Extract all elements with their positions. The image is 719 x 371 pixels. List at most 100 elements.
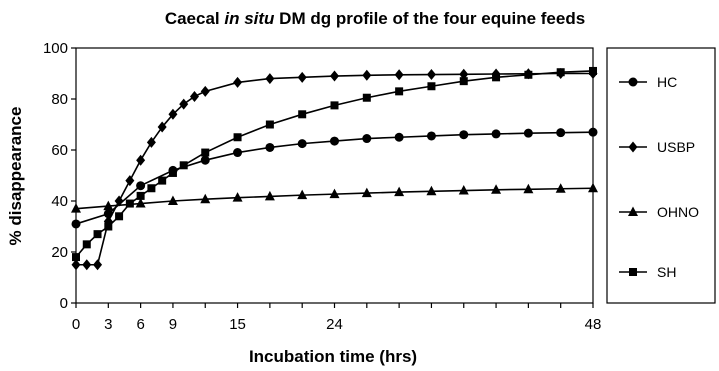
- data-point-usbp: [200, 85, 210, 97]
- legend: HC USBP OHNO SH: [619, 74, 699, 280]
- data-point-sh: [362, 93, 371, 102]
- data-point-usbp: [362, 69, 372, 81]
- data-point-ohno: [426, 185, 437, 196]
- legend-label: USBP: [657, 139, 695, 155]
- data-point-hc: [588, 127, 598, 137]
- y-tick-label: 80: [51, 91, 68, 108]
- y-tick-label: 40: [51, 193, 68, 210]
- data-point-hc: [426, 131, 436, 141]
- data-point-sh: [104, 222, 113, 231]
- data-point-usbp: [233, 76, 243, 88]
- legend-item-sh: SH: [619, 264, 676, 280]
- data-point-ohno: [167, 195, 178, 205]
- legend-box: [606, 47, 716, 304]
- data-point-usbp: [179, 98, 189, 110]
- series-ohno: [71, 182, 598, 213]
- data-point-usbp: [93, 259, 103, 271]
- data-point-ohno: [200, 193, 211, 204]
- series-usbp: [71, 68, 598, 271]
- x-tick-label: 6: [136, 316, 144, 333]
- legend-label: OHNO: [657, 204, 699, 220]
- chart-title-part-italic: in situ: [224, 9, 275, 28]
- data-point-usbp: [136, 154, 146, 166]
- legend-item-usbp: USBP: [619, 139, 695, 155]
- y-tick-label: 20: [51, 244, 68, 261]
- x-tick-label: 24: [326, 316, 343, 333]
- legend-label: SH: [657, 264, 676, 280]
- data-point-usbp: [82, 259, 92, 271]
- data-point-hc: [523, 128, 533, 138]
- series-hc: [71, 127, 598, 229]
- data-point-usbp: [426, 69, 436, 81]
- data-point-sh: [179, 161, 188, 170]
- data-point-ohno: [103, 200, 114, 211]
- data-point-sh: [82, 240, 91, 249]
- data-point-sh: [589, 66, 597, 75]
- legend-item-ohno: OHNO: [619, 204, 699, 220]
- data-point-ohno: [491, 184, 502, 194]
- chart-title-part: Caecal: [165, 9, 225, 28]
- x-tick-label: 3: [104, 316, 112, 333]
- x-axis-label: Incubation time (hrs): [249, 347, 417, 366]
- data-point-hc: [330, 136, 339, 146]
- plot-area: [75, 47, 594, 304]
- legend-marker-hc: [628, 77, 638, 87]
- legend-item-hc: HC: [619, 74, 677, 90]
- data-point-usbp: [189, 90, 199, 102]
- data-point-hc: [459, 130, 469, 140]
- data-point-hc: [136, 181, 146, 191]
- data-point-usbp: [459, 68, 469, 80]
- data-point-sh: [524, 70, 533, 79]
- data-point-ohno: [264, 190, 275, 201]
- data-point-usbp: [394, 69, 404, 81]
- data-point-hc: [233, 148, 243, 158]
- x-tick-label: 48: [585, 316, 602, 333]
- data-point-sh: [556, 68, 565, 77]
- data-point-hc: [265, 142, 275, 152]
- data-point-usbp: [125, 175, 135, 187]
- data-point-sh: [136, 191, 145, 200]
- data-point-sh: [201, 148, 210, 157]
- data-point-ohno: [394, 186, 405, 197]
- data-point-usbp: [265, 73, 275, 85]
- series-sh: [72, 66, 597, 262]
- chart-title-part: DM dg profile of the four equine feeds: [274, 9, 585, 28]
- data-point-hc: [297, 139, 307, 149]
- y-axis: 0 20 40 60 80 100: [43, 40, 76, 312]
- data-point-sh: [168, 168, 177, 177]
- data-point-sh: [147, 184, 156, 193]
- data-point-sh: [459, 77, 468, 86]
- data-point-usbp: [297, 71, 307, 83]
- data-point-hc: [200, 155, 210, 165]
- data-point-ohno: [232, 192, 243, 202]
- data-point-hc: [362, 134, 372, 144]
- data-point-ohno: [71, 203, 81, 213]
- data-point-sh: [233, 133, 242, 142]
- y-tick-label: 60: [51, 142, 68, 159]
- data-point-usbp: [146, 136, 156, 148]
- data-point-sh: [395, 87, 404, 96]
- legend-marker-usbp: [628, 141, 638, 153]
- x-tick-label: 15: [229, 316, 246, 333]
- data-point-usbp: [330, 70, 339, 82]
- x-axis: 0 3 6 9 15 24 48: [72, 303, 602, 333]
- data-point-sh: [427, 82, 436, 91]
- data-point-sh: [93, 230, 102, 239]
- data-point-hc: [71, 219, 81, 229]
- chart-title: Caecal in situ DM dg profile of the four…: [165, 9, 585, 28]
- data-point-sh: [492, 73, 501, 82]
- data-point-ohno: [523, 183, 534, 194]
- data-point-usbp: [157, 121, 167, 133]
- y-axis-label: % disappearance: [6, 107, 25, 246]
- data-point-hc: [556, 128, 566, 138]
- data-point-usbp: [114, 195, 124, 207]
- data-point-ohno: [361, 187, 372, 198]
- data-point-sh: [115, 212, 124, 221]
- data-point-ohno: [458, 185, 469, 195]
- legend-marker-sh: [629, 268, 637, 276]
- data-point-sh: [158, 176, 167, 185]
- data-point-ohno: [555, 183, 566, 193]
- data-point-sh: [330, 101, 339, 110]
- data-point-usbp: [168, 108, 178, 120]
